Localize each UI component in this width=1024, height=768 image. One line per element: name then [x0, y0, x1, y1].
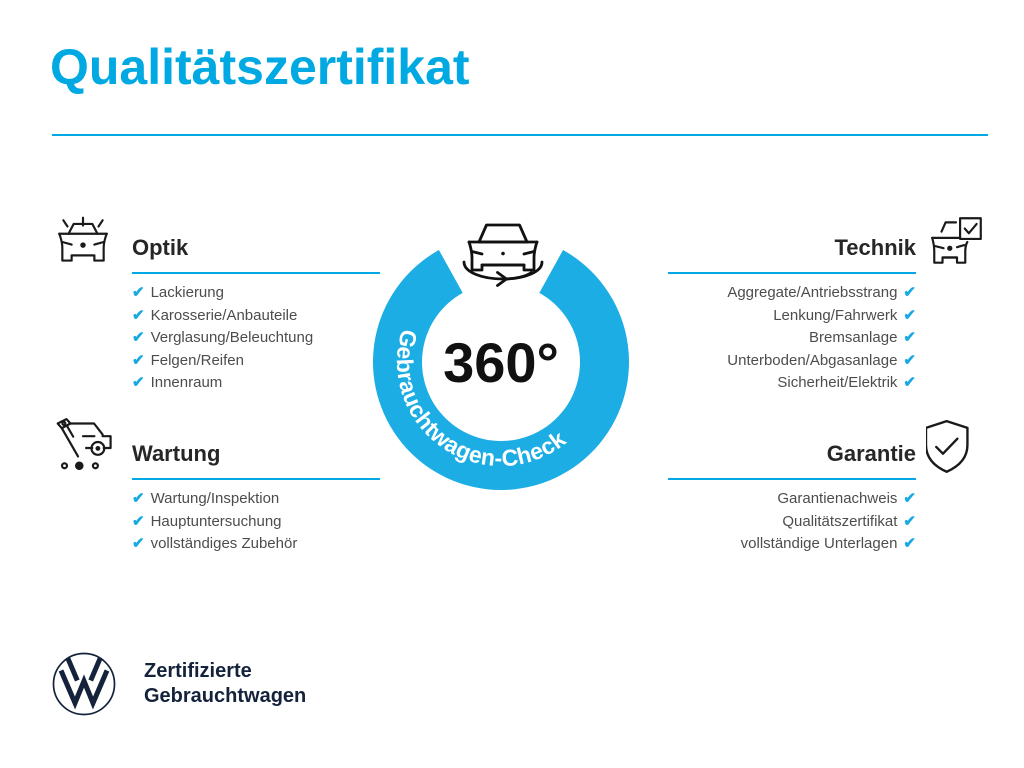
- svg-text:360°: 360°: [443, 331, 559, 394]
